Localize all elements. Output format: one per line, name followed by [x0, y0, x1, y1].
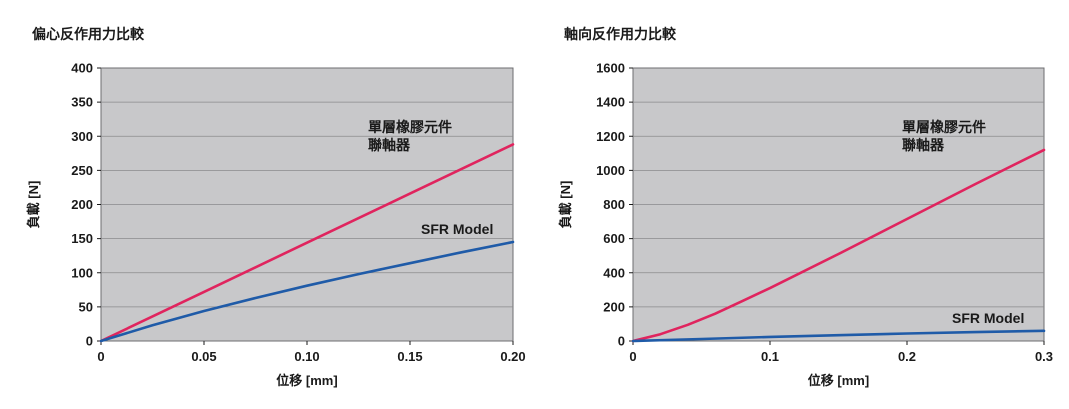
series-line [99, 143, 515, 343]
series-label: 單層橡膠元件 [902, 119, 986, 135]
y-tick-label: 100 [71, 265, 93, 280]
series-line [631, 329, 1046, 343]
chart-plot-eccentric: 0 50 100 150 200 250 300 350 400 0 0.05 0.10 0.15 0.2… [26, 61, 526, 389]
y-tick-label: 1400 [596, 95, 625, 110]
y-tick-label: 1000 [596, 163, 625, 178]
chart-title: 軸向反作用力比較 [564, 27, 676, 43]
x-tick-label: 0 [629, 349, 636, 364]
y-tick-label: 0 [86, 334, 93, 349]
y-tick-label: 600 [603, 231, 625, 246]
y-tick-label: 400 [603, 265, 625, 280]
series-label: SFR Model [421, 221, 493, 237]
series-label: 單層橡膠元件 [368, 119, 452, 135]
y-tick-label: 200 [603, 299, 625, 314]
x-tick-label: 0.10 [294, 349, 319, 364]
x-axis-label: 位移 [mm] [808, 373, 869, 388]
y-tick-label: 50 [79, 299, 93, 314]
y-tick-label: 350 [71, 95, 93, 110]
y-tick-label: 150 [71, 231, 93, 246]
y-tick-label: 0 [618, 334, 625, 349]
series-label: 聯軸器 [902, 137, 945, 153]
y-tick-label: 800 [603, 197, 625, 212]
series-label: SFR Model [952, 310, 1024, 326]
series-label: 聯軸器 [368, 137, 411, 153]
x-tick-label: 0.2 [898, 349, 916, 364]
y-tick-label: 250 [71, 163, 93, 178]
x-tick-label: 0.05 [191, 349, 216, 364]
x-tick-label: 0.15 [397, 349, 422, 364]
series-line [631, 148, 1046, 343]
x-tick-label: 0.3 [1035, 349, 1053, 364]
chart-plot-axial: 0 200 400 600 800 1000 1200 1400 1600 0 0.1 0.2 0.3 位… [558, 61, 1053, 389]
y-axis-label: 負載 [N] [558, 181, 573, 229]
x-axis-label: 位移 [mm] [276, 373, 337, 388]
y-tick-label: 1600 [596, 61, 625, 76]
series-line [99, 240, 515, 343]
chart-panel-axial: 軸向反作用力比較 0 200 400 600 800 1000 1200 1400 1600 0 0… [534, 0, 1069, 409]
chart-title: 偏心反作用力比較 [32, 27, 144, 43]
y-tick-label: 200 [71, 197, 93, 212]
y-tick-label: 1200 [596, 129, 625, 144]
x-tick-label: 0.1 [761, 349, 779, 364]
y-tick-label: 300 [71, 129, 93, 144]
x-tick-label: 0.20 [500, 349, 525, 364]
y-axis-label: 負載 [N] [26, 181, 41, 229]
y-tick-label: 400 [71, 61, 93, 76]
x-tick-label: 0 [97, 349, 104, 364]
chart-panel-eccentric: 偏心反作用力比較 0 50 100 150 200 250 300 350 400 0 0.05 0.… [0, 0, 534, 409]
